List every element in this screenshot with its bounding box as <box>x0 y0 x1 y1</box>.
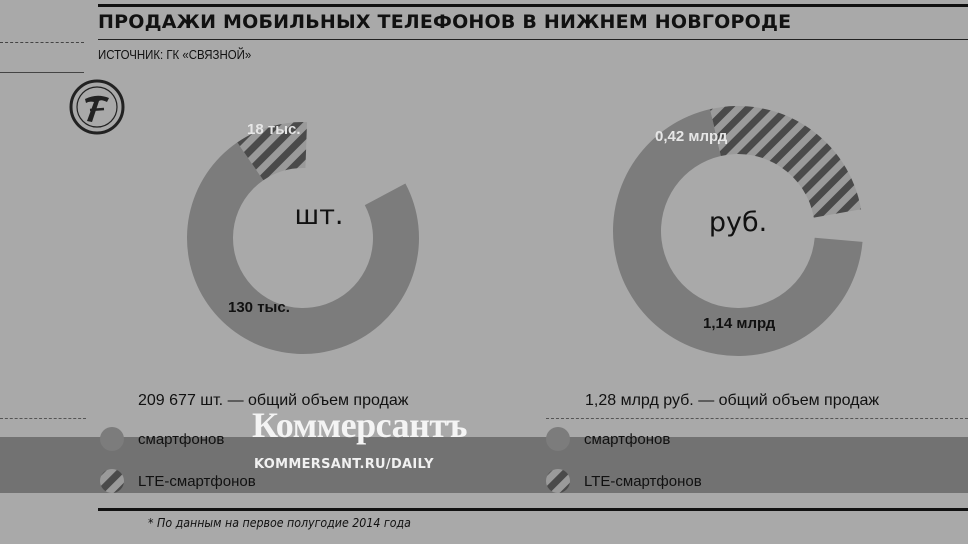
legend-item-lte: LTE-смартфонов <box>584 473 702 490</box>
total-rubles: 1,28 млрд руб. — общий объем продаж <box>585 392 880 409</box>
chart-title: ПРОДАЖИ МОБИЛЬНЫХ ТЕЛЕФОНОВ В НИЖНЕМ НОВ… <box>98 11 792 33</box>
title-divider <box>98 39 968 40</box>
source-text: ИСТОЧНИК: ГК «СВЯЗНОЙ» <box>98 47 252 62</box>
watermark-name: Коммерсантъ <box>252 405 468 445</box>
left-divider <box>0 42 84 43</box>
donut-segment-lte <box>237 122 308 181</box>
legend-swatch-hatched-icon <box>100 469 124 493</box>
watermark-band <box>0 437 968 493</box>
dashed-divider <box>546 418 968 419</box>
kommersant-logo-icon <box>69 79 125 135</box>
legend-swatch-hatched-icon <box>546 469 570 493</box>
center-label-units: шт. <box>294 200 344 231</box>
left-divider <box>0 72 84 73</box>
donut-chart-rubles <box>613 106 863 357</box>
watermark-url: KOMMERSANT.RU/DAILY <box>254 457 434 472</box>
data-label-lte-rubles: 0,42 млрд <box>655 128 728 145</box>
legend-swatch-solid-icon <box>546 427 570 451</box>
donut-chart-units <box>186 122 419 355</box>
legend-item-lte: LTE-смартфонов <box>138 473 256 490</box>
data-label-smartphones-units: 130 тыс. <box>228 299 290 316</box>
bottom-rule <box>98 508 968 511</box>
data-label-lte-units: 18 тыс. <box>247 121 301 138</box>
donut-segment-smartphones <box>613 109 863 357</box>
footnote: * По данным на первое полугодие 2014 год… <box>148 516 411 530</box>
donut-segment-smartphones <box>186 142 419 355</box>
legend-swatch-solid-icon <box>100 427 124 451</box>
data-label-smartphones-rubles: 1,14 млрд <box>703 315 776 332</box>
legend-item-smartphones: смартфонов <box>138 431 225 448</box>
legend-item-smartphones: смартфонов <box>584 431 671 448</box>
top-rule <box>98 4 968 7</box>
dashed-divider <box>0 418 86 419</box>
donut-segment-lte <box>710 106 862 218</box>
total-units: 209 677 шт. — общий объем продаж <box>138 392 409 409</box>
center-label-rubles: руб. <box>708 207 768 238</box>
